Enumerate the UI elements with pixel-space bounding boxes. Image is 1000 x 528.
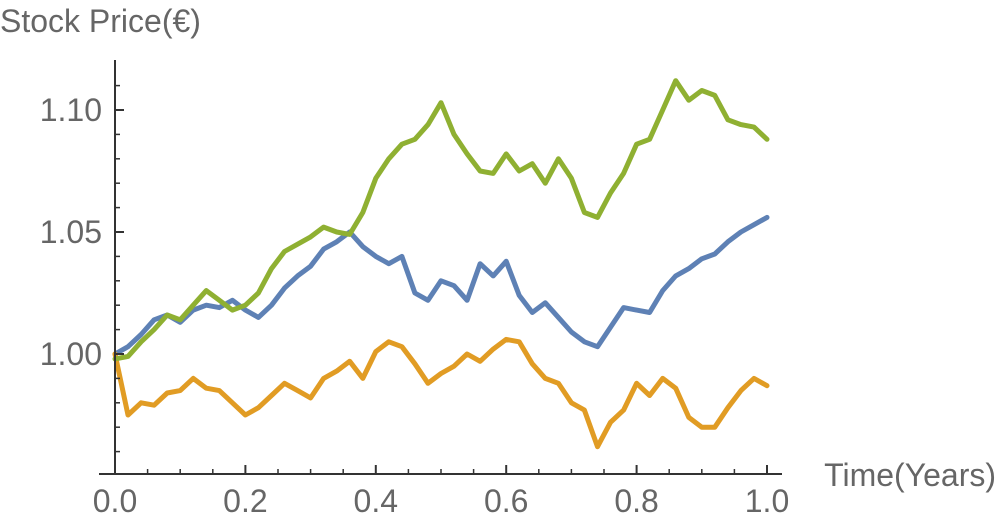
series-line-2 [112, 336, 770, 450]
x-axis-label: Time(Years) [824, 457, 996, 493]
x-tick-label: 0.6 [484, 483, 528, 519]
x-tick-label: 0.0 [93, 483, 137, 519]
x-tick-label: 0.8 [614, 483, 658, 519]
axes-layer [99, 60, 782, 475]
x-tick-label: 1.0 [745, 483, 789, 519]
ticks-layer: 0.0 0.2 0.4 0.6 0.8 1.0 1.00 1.05 1.10 [40, 84, 789, 519]
x-tick-label: 0.2 [223, 483, 267, 519]
y-tick-label: 1.00 [40, 336, 102, 372]
y-tick-label: 1.05 [40, 214, 102, 250]
y-axis-label: Stock Price(€) [0, 3, 201, 39]
series-line-1 [112, 214, 770, 357]
y-tick-label: 1.10 [40, 92, 102, 128]
x-tick-label: 0.4 [354, 483, 398, 519]
series-layer [112, 78, 770, 450]
series-line-3 [112, 78, 770, 362]
